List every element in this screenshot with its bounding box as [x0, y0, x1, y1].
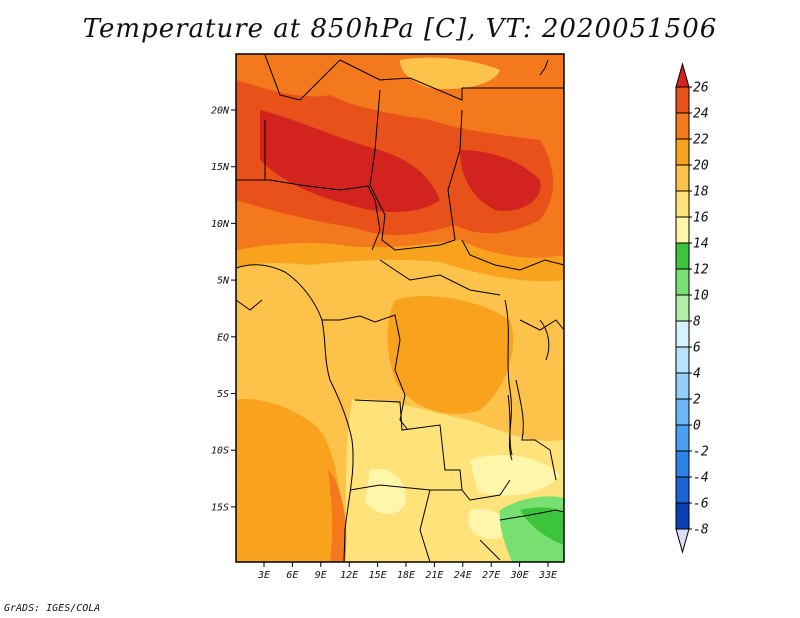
colorbar-segment	[675, 216, 690, 244]
border-drc-west	[394, 339, 409, 431]
colorbar-segment	[675, 242, 690, 270]
lon-tick-label: 33E	[538, 570, 557, 581]
lon-tick-label: 3E	[257, 570, 270, 581]
colorbar-segment	[675, 346, 690, 374]
border-niger-nigeria	[236, 179, 381, 251]
grads-credit: GrADS: IGES/COLA	[4, 603, 101, 614]
colorbar-segment	[675, 424, 690, 452]
field-10-green	[520, 507, 564, 545]
border-gabon-congo	[322, 314, 401, 341]
colorbar-segment	[675, 86, 690, 114]
colorbar-label: 2	[693, 393, 701, 408]
lat-tick-label: 10N	[211, 219, 230, 230]
map-frame	[235, 53, 565, 563]
colorbar-label: 4	[693, 367, 701, 382]
field-28-core-a	[260, 110, 440, 212]
colorbar-label: 8	[693, 315, 701, 330]
red-sea-coast	[539, 59, 549, 76]
colorbar-segment	[675, 450, 690, 478]
field-22-basin	[387, 296, 514, 414]
lon-tick-label: 15E	[369, 570, 387, 581]
colorbar-segment	[675, 398, 690, 426]
field-28-core-b	[460, 150, 541, 211]
border-uganda	[519, 319, 564, 331]
colorbar-label: 12	[693, 263, 709, 278]
coastline-west	[236, 264, 354, 562]
colorbar-label: 24	[693, 107, 709, 122]
country-borders	[236, 54, 564, 562]
lon-tick-label: 12E	[340, 570, 358, 581]
border-algeria-libya	[339, 59, 463, 101]
border-angola-namibia	[349, 479, 511, 501]
border-car-sudan	[461, 239, 564, 271]
colorbar-label: 22	[693, 133, 709, 148]
lon-tick-label: 27E	[482, 570, 500, 581]
border-mali-algeria	[264, 54, 341, 101]
colorbar-label: -2	[693, 445, 709, 460]
lat-tick-label: 15N	[211, 162, 230, 173]
colorbar-over-arrow	[675, 62, 690, 88]
colorbar-segment	[675, 138, 690, 166]
colorbar-label: 18	[693, 185, 709, 200]
lat-tick-label: 20N	[211, 106, 230, 117]
lon-tick-label: 24E	[454, 570, 472, 581]
border-namibia-botswana	[419, 489, 431, 562]
lat-tick-label: 10S	[211, 446, 229, 457]
colorbar-label: 20	[693, 159, 709, 174]
colorbar-segment	[675, 320, 690, 348]
colorbar-label: 10	[693, 289, 709, 304]
field-16-patch-c	[468, 508, 506, 540]
colorbar-segment	[675, 112, 690, 140]
field-20-north-plateau	[400, 57, 500, 90]
lon-tick-label: 21E	[425, 570, 443, 581]
border-botswana-zimbabwe	[479, 539, 501, 561]
lat-tick-label: EQ	[217, 332, 229, 343]
colorbar-under-arrow	[675, 528, 690, 554]
lake-victoria	[539, 319, 550, 361]
colorbar-segment	[675, 502, 690, 530]
colorbar-segment	[675, 190, 690, 218]
colorbar-segment	[675, 268, 690, 296]
lake-tanganyika	[507, 394, 513, 456]
colorbar-label: 16	[693, 211, 709, 226]
colorbar-segment	[675, 294, 690, 322]
latitude-axis: 20N 15N 10N 5N EQ 5S 10S 15S	[211, 106, 236, 513]
border-coast-a	[236, 299, 263, 311]
border-zambia-zimbabwe	[499, 509, 564, 521]
temperature-field	[236, 54, 564, 562]
border-chad-sudan	[447, 109, 463, 241]
colorbar-segment	[675, 476, 690, 504]
colorbar-label: 14	[693, 237, 709, 252]
lon-tick-label: 9E	[315, 570, 327, 581]
lat-tick-label: 5S	[217, 389, 229, 400]
colorbar-label: 6	[693, 341, 701, 356]
colorbar-label: -6	[693, 497, 709, 512]
field-16-patch-a	[365, 469, 406, 515]
lon-tick-label: 30E	[510, 570, 529, 581]
border-drc-east	[504, 299, 513, 461]
longitude-axis: 3E 6E 9E 12E 15E 18E 21E 24E 27E 30E 33E	[257, 562, 557, 581]
field-22-southwest	[236, 399, 339, 562]
border-cameroon-car	[379, 259, 501, 296]
colorbar-segment	[675, 164, 690, 192]
lon-tick-label: 18E	[397, 570, 415, 581]
border-tanzania-zambia	[515, 379, 557, 481]
colorbar-label: -4	[693, 471, 709, 486]
border-angola-drc	[354, 399, 463, 491]
lat-tick-label: 15S	[211, 502, 229, 513]
field-24-coastal	[328, 470, 347, 562]
colorbar-label: -8	[693, 523, 709, 538]
border-chad	[369, 89, 456, 251]
colorbar-segment	[675, 372, 690, 400]
colorbar-label: 26	[693, 81, 709, 96]
colorbar-label: 0	[693, 419, 701, 434]
lon-tick-label: 6E	[286, 570, 298, 581]
field-16-patch-b	[470, 455, 560, 496]
lat-tick-label: 5N	[217, 276, 230, 287]
map-title: Temperature at 850hPa [C], VT: 202005150…	[82, 14, 718, 44]
